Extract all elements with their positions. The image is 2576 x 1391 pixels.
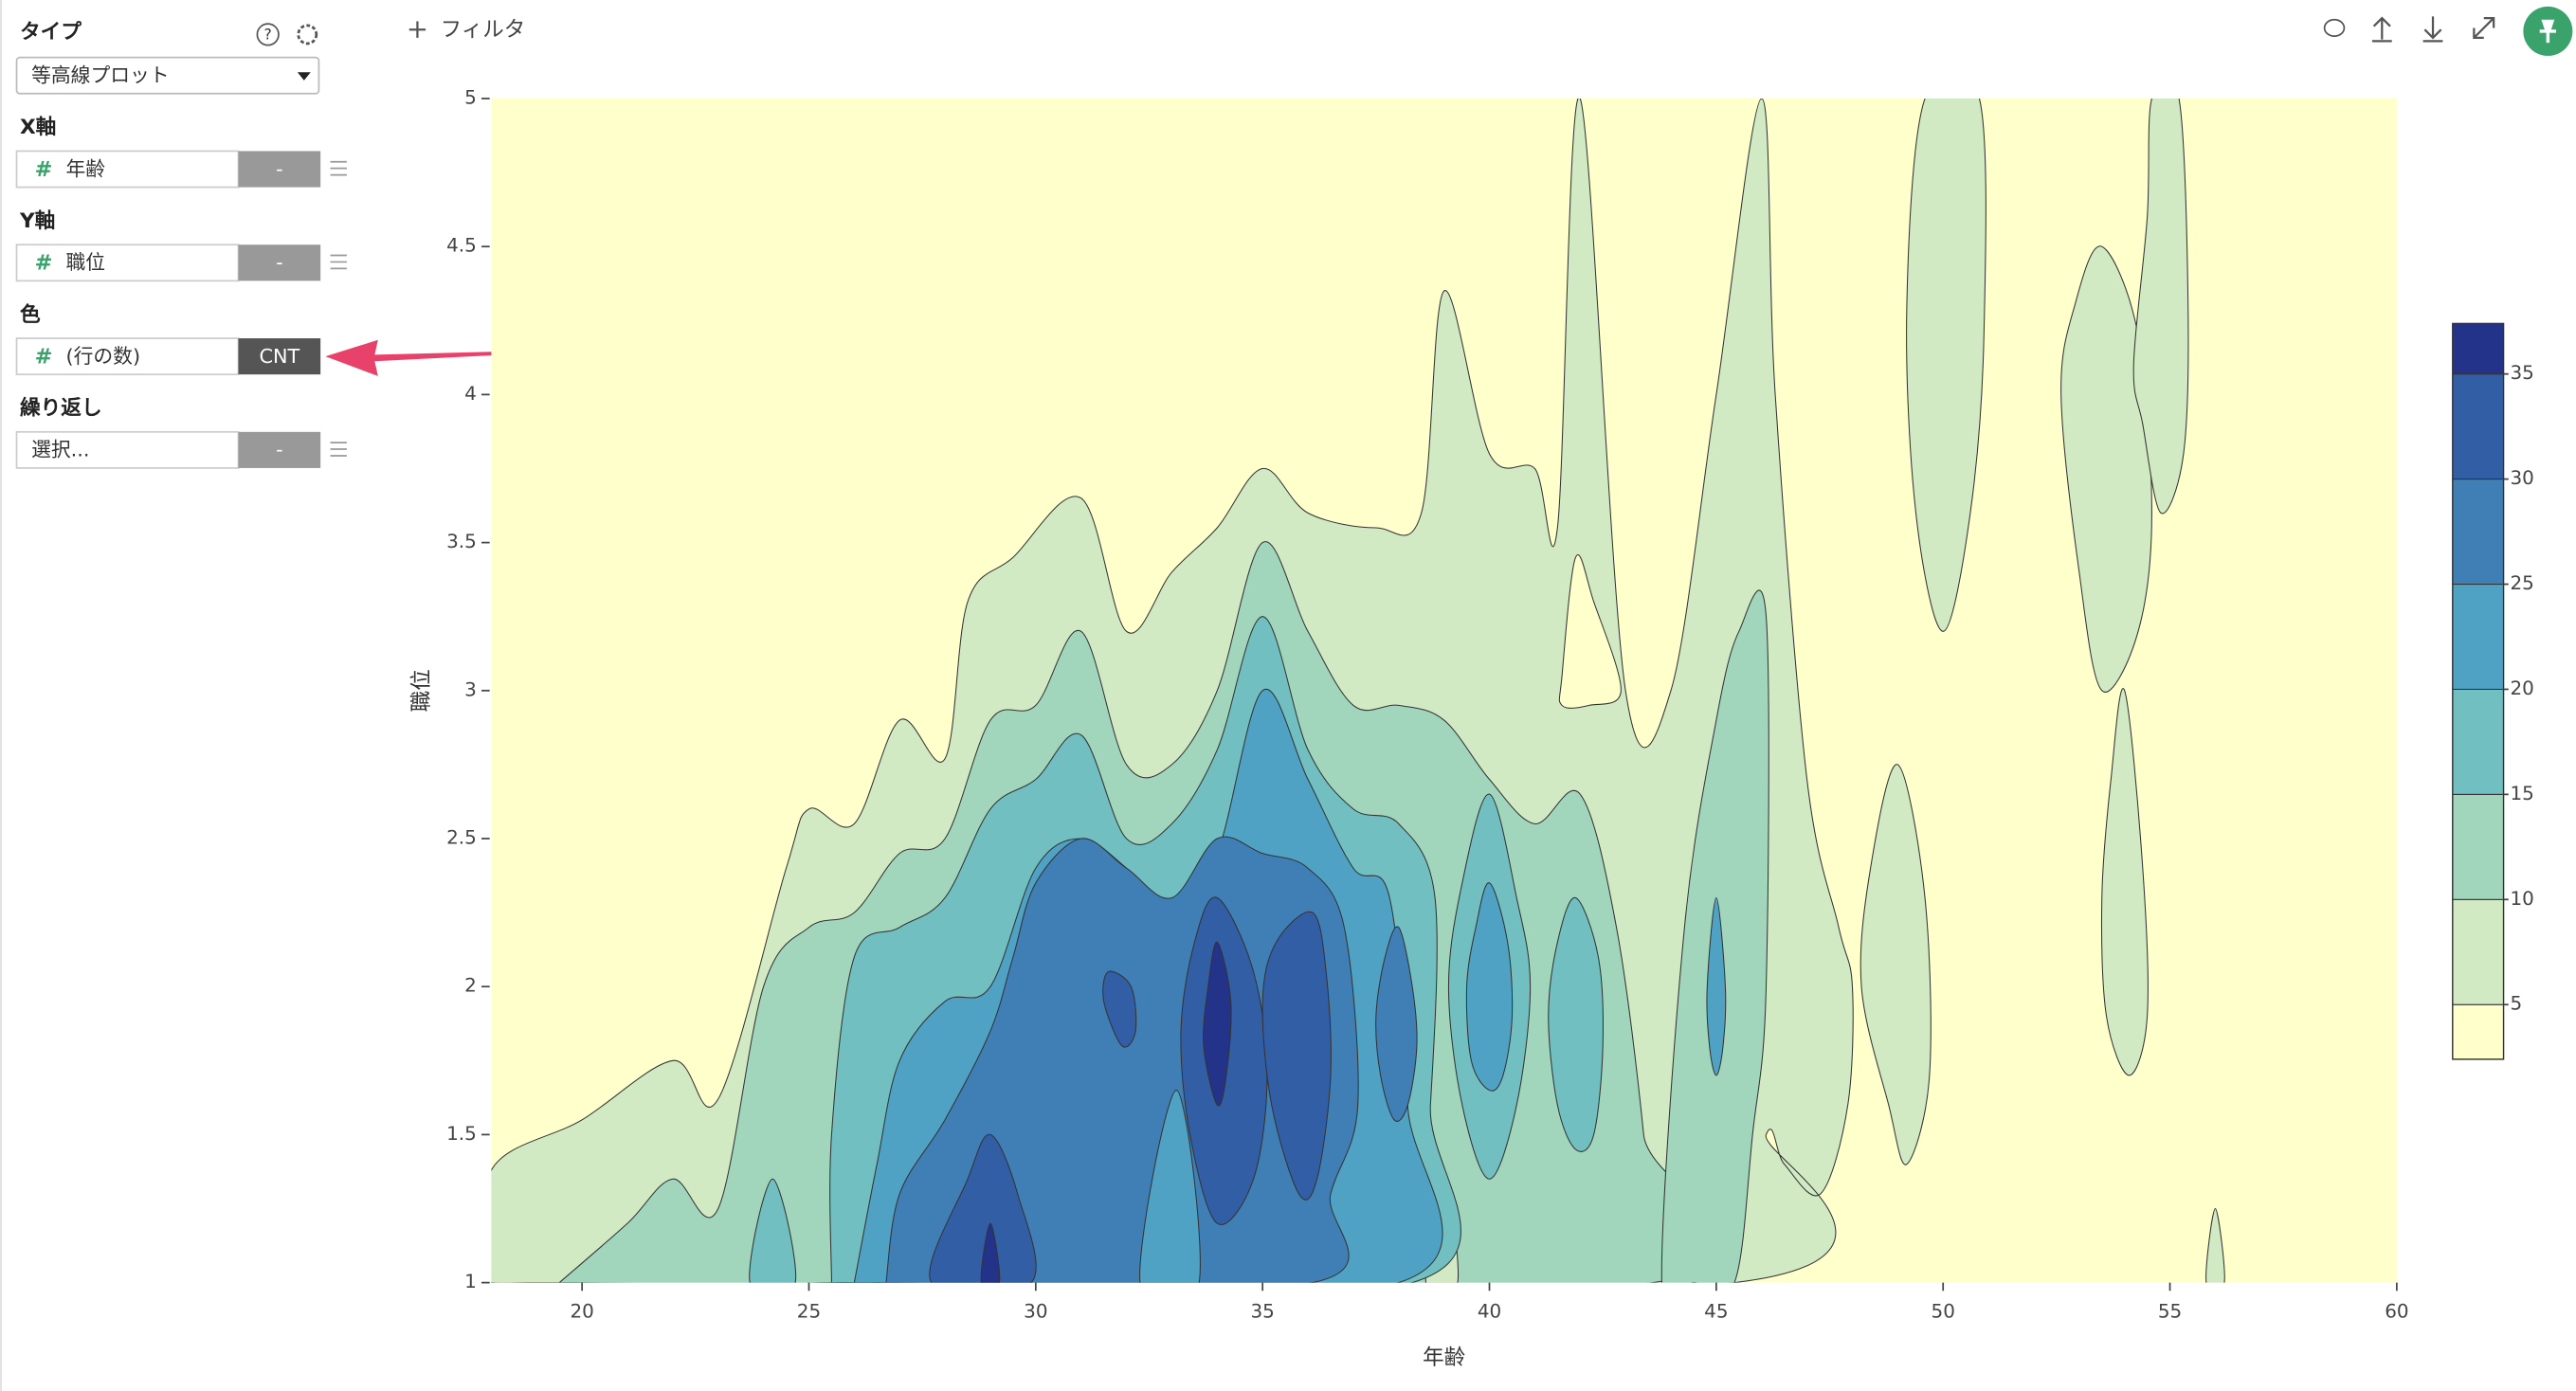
colorbar-tick-label: 15 [2510, 783, 2533, 804]
colorbar-band [2452, 479, 2505, 586]
expand-icon[interactable] [2473, 16, 2495, 39]
contour-region [1139, 1090, 1201, 1283]
help-icon-glyph: ? [264, 27, 272, 44]
colorbar-band [2452, 898, 2505, 1005]
type-select[interactable] [15, 56, 320, 95]
color-agg-button[interactable] [238, 338, 321, 375]
y-tick-label: 3.5 [446, 531, 477, 552]
contour-region [1558, 554, 1622, 709]
contour-region [1102, 970, 1137, 1048]
contour-region [929, 1133, 1037, 1283]
y-label: Y軸 [19, 208, 55, 233]
colorbar-band [2452, 1003, 2505, 1060]
upload-icon[interactable] [2371, 16, 2392, 43]
filter-button[interactable]: フィルタ [441, 18, 526, 43]
dropdown-caret [297, 72, 311, 81]
contour-region [749, 1178, 797, 1283]
y-tick-label: 1.5 [446, 1123, 477, 1145]
contour-region [1706, 896, 1727, 1076]
color-field: (行の数) [66, 345, 141, 368]
settings-icon[interactable] [297, 24, 318, 45]
contour-region [1548, 896, 1604, 1152]
color-agg: CNT [259, 345, 299, 368]
plot: 1 1.5 2 2.5 3 3.5 4 4.5 5 20 25 30 35 40 45 50 55 60 年齢 職位 5… [409, 86, 2534, 1370]
y-tick-label: 5 [464, 86, 477, 108]
contour-region [2205, 1207, 2225, 1283]
repeat-field-box[interactable] [15, 430, 240, 469]
x-tick-label: 50 [1932, 1300, 1955, 1322]
x-agg-button[interactable] [238, 151, 321, 188]
x-tick-label: 25 [797, 1300, 821, 1322]
x-field-box[interactable] [15, 150, 240, 189]
annotation-arrow [325, 339, 505, 376]
add-icon[interactable] [408, 21, 426, 38]
colorbar-band [2452, 793, 2505, 900]
y-tick-label: 1 [464, 1271, 477, 1292]
colorbar-tick-label: 5 [2510, 993, 2522, 1015]
contour-region [1375, 926, 1418, 1122]
y-tick-label: 2.5 [446, 827, 477, 849]
x-agg: - [276, 157, 283, 180]
x-tick-label: 60 [2385, 1300, 2408, 1322]
pin-icon [2539, 19, 2557, 44]
colorbar-tick-label: 20 [2510, 677, 2533, 699]
colorbar-tick-label: 35 [2510, 362, 2533, 384]
y-tick-label: 2 [464, 975, 477, 997]
help-icon[interactable] [256, 23, 280, 46]
x-tick-label: 40 [1478, 1300, 1501, 1322]
contour-region [1906, 98, 1986, 632]
y-tick-label: 3 [464, 678, 477, 700]
colorbar-tick-label: 10 [2510, 888, 2533, 910]
contour-region [1261, 911, 1332, 1201]
colorbar-band [2452, 688, 2505, 795]
y-axis-label: 職位 [409, 669, 434, 712]
repeat-label: 繰り返し [20, 396, 102, 421]
x-tick-label: 35 [1250, 1300, 1274, 1322]
download-icon[interactable] [2422, 16, 2443, 43]
x-tick-label: 30 [1024, 1300, 1047, 1322]
menu-icon[interactable] [330, 160, 347, 176]
colorbar-band [2452, 322, 2505, 375]
numeric-icon: # [35, 344, 53, 369]
contour-region [1203, 941, 1232, 1107]
colorbar-band [2452, 373, 2505, 480]
y-field-box[interactable] [15, 244, 240, 282]
y-agg-button[interactable] [238, 244, 321, 281]
colorbar-frame [2452, 322, 2505, 1060]
y-agg: - [276, 251, 283, 274]
x-tick-label: 45 [1704, 1300, 1728, 1322]
x-field: 年齢 [66, 157, 106, 180]
y-tick-label: 4.5 [446, 235, 477, 257]
contour-region [2132, 98, 2189, 515]
x-label: X軸 [20, 115, 56, 139]
comment-icon[interactable] [2323, 18, 2346, 37]
colorbar-band [2452, 584, 2505, 690]
contour-region [2100, 688, 2149, 1076]
numeric-icon: # [35, 251, 53, 276]
colorbar-tick-label: 25 [2510, 572, 2533, 594]
menu-icon[interactable] [330, 442, 347, 457]
repeat-field: 選択... [31, 439, 89, 461]
menu-icon[interactable] [330, 254, 347, 270]
contour-region [980, 1222, 1001, 1283]
numeric-icon: # [35, 157, 53, 182]
colorbar-tick-label: 30 [2510, 467, 2533, 489]
y-tick-label: 4 [464, 383, 477, 405]
contours [491, 98, 2225, 1283]
x-tick-label: 55 [2158, 1300, 2182, 1322]
color-label: 色 [20, 302, 41, 327]
repeat-agg: - [276, 439, 283, 461]
x-axis-label: 年齢 [1423, 1346, 1465, 1370]
repeat-agg-button[interactable] [238, 431, 321, 468]
type-value: 等高線プロット [31, 64, 169, 87]
x-tick-label: 20 [570, 1300, 593, 1322]
contour-region [1465, 882, 1514, 1092]
contour-region [1859, 764, 1932, 1165]
type-label: タイプ [20, 21, 82, 45]
y-field: 職位 [66, 251, 106, 274]
